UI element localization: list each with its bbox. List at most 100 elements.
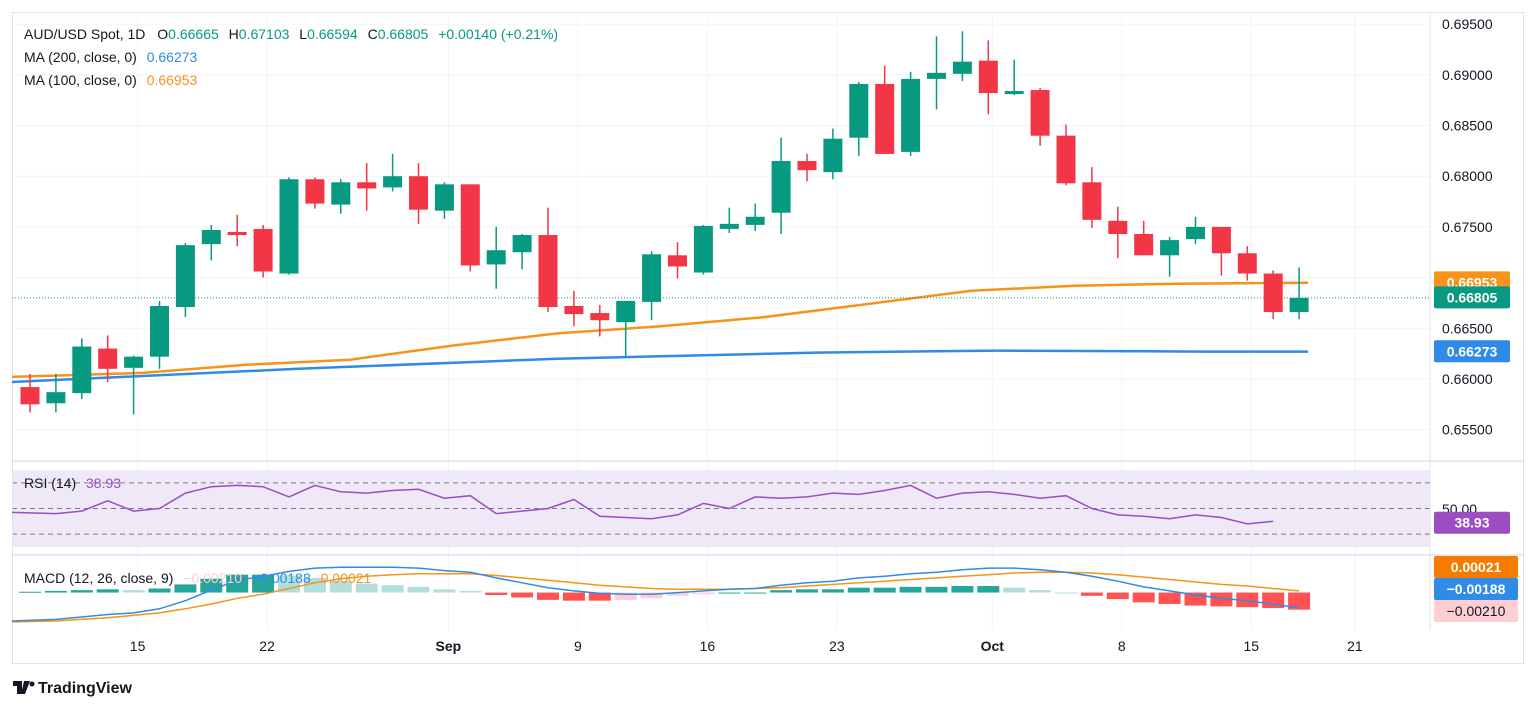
macd-histogram-bar (692, 592, 715, 595)
candle-body (357, 182, 377, 189)
time-axis[interactable]: 15 22 Sep 9 16 23 Oct 8 15 21 (130, 638, 1363, 654)
candle-body (1263, 273, 1283, 313)
macd-histogram-bar (44, 590, 67, 593)
macd-histogram-bar (925, 586, 948, 593)
candle (1289, 267, 1309, 320)
candle-body (590, 313, 610, 321)
time-tick-label: 16 (700, 638, 716, 654)
macd-histogram-bar (278, 575, 300, 593)
candle-body (253, 228, 273, 272)
chart-frame (12, 12, 1524, 664)
candle-body (668, 255, 687, 267)
change-value: +0.00140 (+0.21%) (438, 26, 558, 42)
ma200-line (11, 349, 1309, 384)
candle (383, 153, 403, 192)
candle (564, 290, 584, 327)
candle-body (150, 305, 169, 357)
macd-histogram-bar (485, 592, 508, 595)
candle (1237, 246, 1257, 281)
ma100-legend[interactable]: MA (100, close, 0) 0.66953 (24, 72, 198, 88)
macd-histogram-bar (355, 583, 378, 593)
candle-body (1082, 182, 1102, 220)
low-label: L (299, 26, 307, 42)
macd-legend[interactable]: MACD (12, 26, close, 9) −0.00210 −0.0018… (24, 570, 371, 586)
candles[interactable] (20, 31, 1309, 415)
ma200-legend[interactable]: MA (200, close, 0) 0.66273 (24, 49, 198, 65)
svg-text:0.66273: 0.66273 (1447, 343, 1498, 359)
candle-body (46, 392, 66, 404)
macd-histogram-bar (19, 591, 41, 593)
macd-histogram-bar (640, 592, 663, 599)
candle-body (175, 245, 195, 307)
macd-histogram-bar (821, 589, 844, 593)
candle (331, 179, 351, 214)
candle (1186, 216, 1205, 245)
candle-body (72, 346, 92, 394)
tradingview-logo[interactable]: TradingView (13, 680, 133, 697)
candle (150, 300, 169, 369)
candle (927, 36, 946, 110)
price-tick-label: 0.68000 (1442, 168, 1493, 184)
macd-histogram-bar (718, 592, 741, 594)
candle (693, 224, 713, 275)
high-label: H (229, 26, 239, 42)
main-legend: AUD/USD Spot, 1D O0.66665 H0.67103 L0.66… (24, 26, 558, 42)
rsi-legend[interactable]: RSI (14) 38.93 (24, 475, 121, 491)
open-label: O (157, 26, 168, 42)
candle (719, 207, 739, 233)
macd-histogram-bar (459, 590, 482, 593)
macd-histogram-bar (1288, 592, 1311, 610)
candle (486, 226, 506, 289)
macd-histogram-bar (381, 585, 404, 593)
price-tick-label: 0.66000 (1442, 371, 1493, 387)
svg-text:−0.00210: −0.00210 (1447, 603, 1506, 619)
candle (978, 40, 998, 115)
macd-histogram-bar (200, 578, 223, 593)
price-tick-label: 0.68500 (1442, 118, 1493, 134)
candle-body (434, 184, 454, 211)
candle (771, 137, 791, 235)
brand-name: TradingView (38, 680, 133, 697)
tradingview-logo-icon (13, 681, 30, 694)
candle-body (98, 348, 118, 369)
candle (1134, 220, 1154, 256)
macd-histogram-bar (1003, 587, 1026, 593)
macd-histogram-bar (1080, 592, 1103, 596)
rsi-line (11, 484, 1274, 525)
candle-body (875, 83, 895, 154)
candle-body (201, 229, 221, 245)
candle (875, 65, 895, 154)
candle (124, 355, 144, 415)
price-tick-label: 0.65500 (1442, 422, 1493, 438)
candle (823, 128, 843, 180)
svg-text:38.93: 38.93 (1454, 515, 1489, 531)
macd-tag: −0.00188 (1434, 578, 1518, 600)
macd-histogram-bar (1029, 590, 1052, 593)
candle (279, 177, 299, 275)
candle-body (383, 176, 403, 188)
price-axis[interactable]: 0.655000.660000.665000.670000.675000.680… (1442, 16, 1493, 437)
close-label: C (368, 26, 378, 42)
macd-histogram-bar (744, 592, 767, 594)
candle-body (693, 225, 713, 273)
time-tick-label: 15 (130, 638, 146, 654)
macd-histogram-bar (1210, 592, 1233, 607)
ma100-line (11, 281, 1309, 379)
time-tick-label: 9 (574, 638, 582, 654)
macd-histogram-bar (588, 592, 611, 601)
time-tick-label: 21 (1347, 638, 1363, 654)
candle-body (642, 254, 662, 302)
candle-body (124, 356, 144, 368)
macd-histogram-bar (899, 586, 922, 593)
candle (849, 81, 869, 156)
candle (72, 338, 92, 400)
candle-body (1160, 240, 1180, 256)
macd-histogram-bar (614, 592, 637, 600)
price-tick-label: 0.69000 (1442, 67, 1493, 83)
macd-histogram-bar (562, 592, 585, 601)
price-tick-label: 0.66500 (1442, 320, 1493, 336)
time-tick-label: Oct (981, 638, 1005, 654)
candle (175, 243, 195, 318)
macd-histogram-bar (1055, 592, 1077, 594)
